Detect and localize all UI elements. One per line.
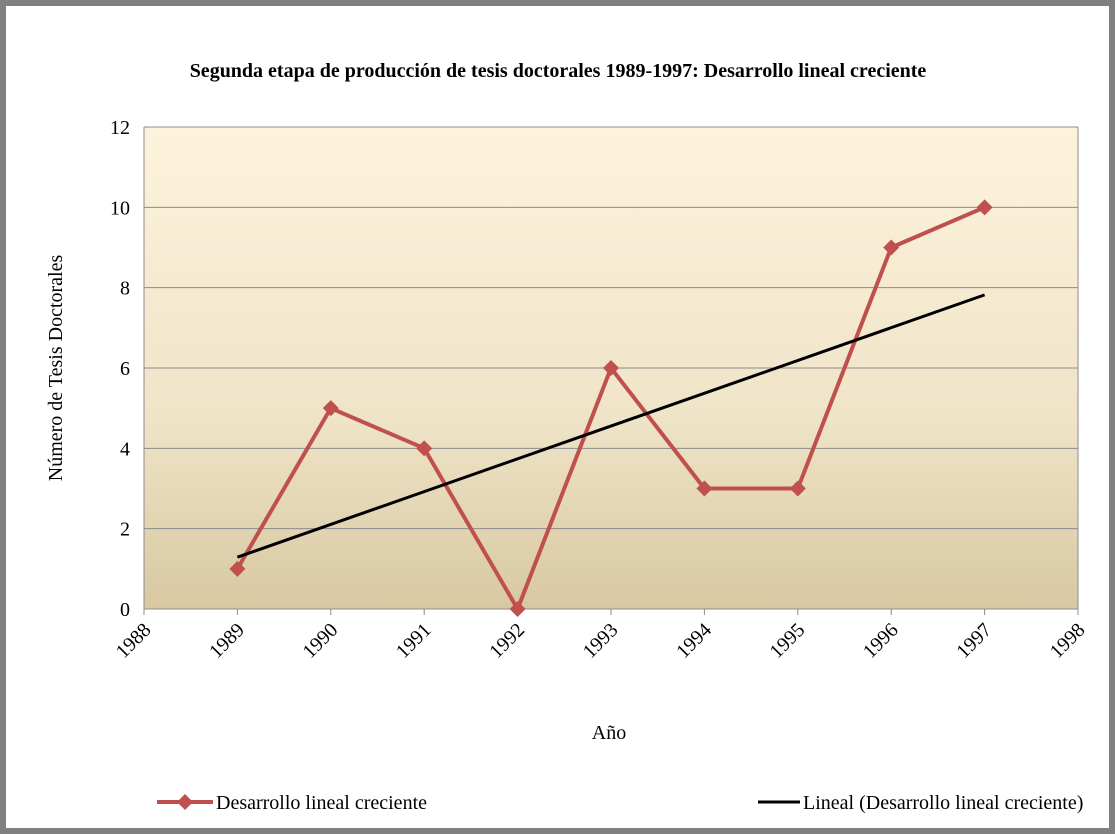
- data-point: [976, 199, 993, 216]
- series-line: [236, 293, 986, 559]
- data-point: [883, 239, 900, 256]
- y-tick-label: 8: [120, 278, 130, 300]
- legend-label: Lineal (Desarrollo lineal creciente): [803, 792, 1083, 814]
- y-tick-label: 0: [120, 599, 130, 621]
- data-point: [509, 601, 526, 617]
- x-tick-label: 1994: [672, 619, 716, 663]
- data-point: [416, 440, 433, 457]
- data-point: [696, 480, 713, 497]
- y-tick-label: 12: [110, 117, 130, 139]
- x-tick-label: 1997: [952, 619, 996, 663]
- x-axis-label: Año: [592, 722, 626, 744]
- x-tick-label: 1991: [392, 619, 436, 663]
- y-tick-label: 2: [120, 519, 130, 541]
- legend-marker: [177, 794, 193, 810]
- x-tick-label: 1996: [859, 619, 903, 663]
- data-point: [789, 480, 806, 497]
- x-tick-label: 1992: [485, 619, 529, 663]
- x-tick-label: 1989: [205, 619, 249, 663]
- x-tick-label: 1988: [112, 619, 156, 663]
- y-tick-label: 4: [120, 438, 130, 460]
- y-axis-label: Número de Tesis Doctorales: [45, 255, 67, 482]
- y-tick-label: 6: [120, 358, 130, 380]
- data-point: [229, 560, 246, 577]
- legend-label: Desarrollo lineal creciente: [216, 792, 427, 814]
- x-tick-label: 1998: [1046, 619, 1090, 663]
- data-point: [603, 360, 619, 376]
- y-tick-label: 10: [110, 197, 130, 219]
- data-point: [322, 400, 339, 417]
- x-tick-label: 1995: [765, 619, 809, 663]
- chart-title: Segunda etapa de producción de tesis doc…: [189, 60, 927, 82]
- x-tick-label: 1990: [298, 619, 342, 663]
- x-tick-label: 1993: [579, 619, 623, 663]
